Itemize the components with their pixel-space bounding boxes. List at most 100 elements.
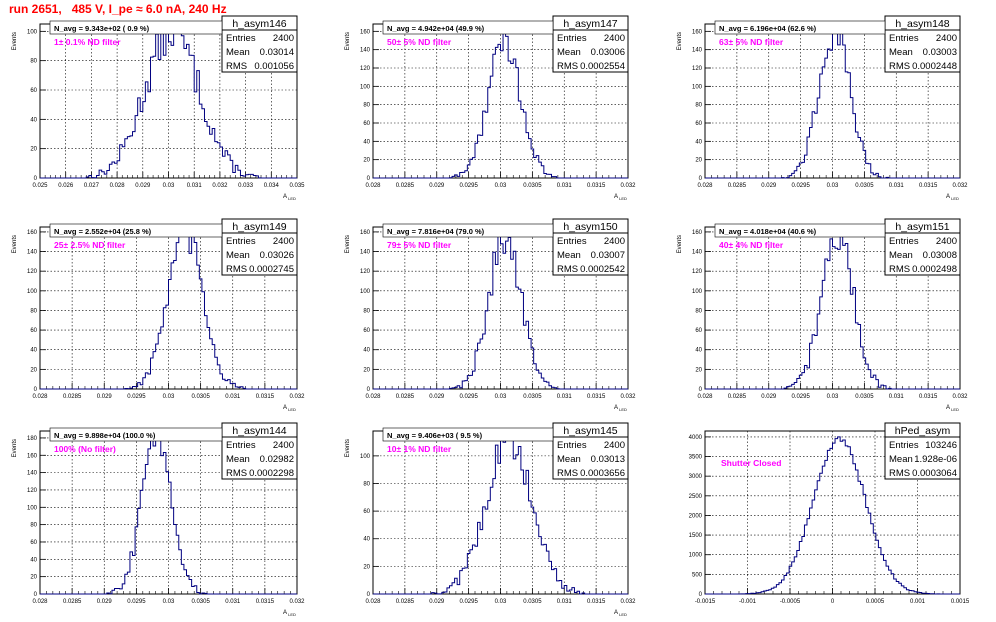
navg-text: N_avg = 9.406e+03 ( 9.5 %) xyxy=(387,431,483,440)
stats-value: 2400 xyxy=(936,33,957,44)
stats-label: RMS xyxy=(226,264,247,275)
y-tick-label: 60 xyxy=(695,121,702,127)
stats-value: 2400 xyxy=(604,236,625,247)
x-tick-label: 0.03 xyxy=(163,394,175,400)
x-tick-label: 0.028 xyxy=(365,183,381,189)
x-tick-label: 0.0305 xyxy=(523,183,542,189)
x-tick-label: 0.029 xyxy=(429,394,445,400)
stats-value: 0.0002745 xyxy=(249,264,294,275)
y-tick-label: 20 xyxy=(363,564,370,570)
filter-annotation: 1± 0.1% ND filter xyxy=(54,37,121,47)
y-tick-label: 60 xyxy=(363,509,370,515)
stats-label: Mean xyxy=(889,454,913,465)
x-tick-label: 0.0295 xyxy=(459,599,478,605)
stats-box xyxy=(884,422,961,480)
y-tick-label: 120 xyxy=(692,66,703,72)
y-tick-label: 80 xyxy=(695,308,702,314)
stats-label: Mean xyxy=(226,454,250,465)
x-tick-label: -0.001 xyxy=(739,599,757,605)
x-tick-label: 0.0285 xyxy=(396,394,415,400)
x-tick-label: 0.032 xyxy=(289,394,305,400)
x-tick-label: 0.032 xyxy=(289,599,305,605)
y-tick-label: 100 xyxy=(27,505,38,511)
histogram-line xyxy=(373,234,628,390)
y-tick-label: 40 xyxy=(363,139,370,145)
x-tick-label: 0.029 xyxy=(761,183,777,189)
x-tick-label: 0.025 xyxy=(32,183,48,189)
x-tick-label: 0.03 xyxy=(495,599,507,605)
x-tick-label: 0.0285 xyxy=(728,394,747,400)
y-tick-label: 20 xyxy=(363,367,370,373)
x-axis-label: A LED xyxy=(614,405,627,412)
stats-value: 0.03013 xyxy=(591,454,625,465)
x-axis-label: A LED xyxy=(283,194,296,201)
x-tick-label: 0.032 xyxy=(952,183,968,189)
y-tick-label: 0 xyxy=(367,176,371,182)
stats-label: Entries xyxy=(557,236,587,247)
y-tick-label: 0 xyxy=(699,387,703,393)
x-tick-label: 0 xyxy=(831,599,835,605)
y-tick-label: 0 xyxy=(34,592,38,598)
y-tick-label: 120 xyxy=(27,269,38,275)
x-tick-label: 0.031 xyxy=(225,394,241,400)
x-tick-label: 0.03 xyxy=(163,183,175,189)
x-tick-label: -0.0015 xyxy=(695,599,716,605)
x-tick-label: 0.0015 xyxy=(951,599,970,605)
x-tick-label: 0.0315 xyxy=(587,394,606,400)
y-tick-label: 80 xyxy=(30,308,37,314)
y-tick-label: 120 xyxy=(360,66,371,72)
x-tick-label: 0.031 xyxy=(889,183,905,189)
navg-text: N_avg = 6.196e+04 (62.6 %) xyxy=(719,24,817,33)
filter-annotation: 79± 5% ND filter xyxy=(387,240,452,250)
histogram-panel-hPed_asym: -0.0015 -0.001 -0.0005 0 0.0005 0.001 0.0015 0 5… xyxy=(689,422,970,605)
histogram-name: h_asym151 xyxy=(895,221,949,233)
y-tick-label: 1500 xyxy=(689,533,703,539)
y-tick-label: 80 xyxy=(363,103,370,109)
x-tick-label: 0.03 xyxy=(495,183,507,189)
y-axis-label: Events xyxy=(345,32,351,50)
y-tick-label: 100 xyxy=(692,84,703,90)
y-tick-label: 160 xyxy=(360,29,371,35)
histogram-line xyxy=(40,228,297,390)
histogram-panel-h_asym148: 0.028 0.0285 0.029 0.0295 0.03 0.0305 0.031 0.0… xyxy=(677,15,968,201)
stats-value: 0.02982 xyxy=(260,454,294,465)
x-tick-label: 0.0005 xyxy=(866,599,885,605)
y-tick-label: 1000 xyxy=(689,553,703,559)
stats-label: Entries xyxy=(226,440,256,451)
stats-value: 0.03008 xyxy=(923,250,957,261)
x-tick-label: 0.0295 xyxy=(459,394,478,400)
y-tick-label: 80 xyxy=(695,103,702,109)
navg-box xyxy=(49,427,223,442)
y-tick-label: 80 xyxy=(30,59,37,65)
y-tick-label: 100 xyxy=(360,454,371,460)
histogram-panel-h_asym146: 0.025 0.026 0.027 0.028 0.029 0.03 0.031 0.032 0… xyxy=(12,15,305,201)
x-tick-label: 0.0285 xyxy=(396,599,415,605)
navg-text: N_avg = 4.018e+04 (40.6 %) xyxy=(719,227,817,236)
stats-box xyxy=(552,218,629,276)
y-tick-label: 0 xyxy=(367,592,371,598)
x-axis-label: A LED xyxy=(283,405,296,412)
histogram-name: h_asym148 xyxy=(895,18,949,30)
y-tick-label: 2500 xyxy=(689,494,703,500)
y-tick-label: 100 xyxy=(692,289,703,295)
histogram-line xyxy=(40,432,297,595)
y-tick-label: 120 xyxy=(692,269,703,275)
y-tick-label: 100 xyxy=(27,289,38,295)
x-tick-label: 0.031 xyxy=(225,599,241,605)
stats-label: RMS xyxy=(889,61,910,72)
stats-box xyxy=(552,15,629,73)
x-tick-label: 0.027 xyxy=(84,183,100,189)
stats-box xyxy=(221,15,298,73)
stats-value: 0.03007 xyxy=(591,250,625,261)
x-tick-label: 0.0315 xyxy=(919,394,938,400)
histogram-name: hPed_asym xyxy=(895,425,951,437)
x-tick-label: 0.029 xyxy=(429,599,445,605)
histogram-line xyxy=(40,25,297,179)
histogram-panel-h_asym147: 0.028 0.0285 0.029 0.0295 0.03 0.0305 0.031 0.0… xyxy=(345,15,636,201)
stats-label: RMS xyxy=(557,468,578,479)
histogram-line xyxy=(705,436,960,595)
y-tick-label: 60 xyxy=(363,328,370,334)
x-tick-label: 0.03 xyxy=(495,394,507,400)
y-axis-label: Events xyxy=(345,235,351,253)
